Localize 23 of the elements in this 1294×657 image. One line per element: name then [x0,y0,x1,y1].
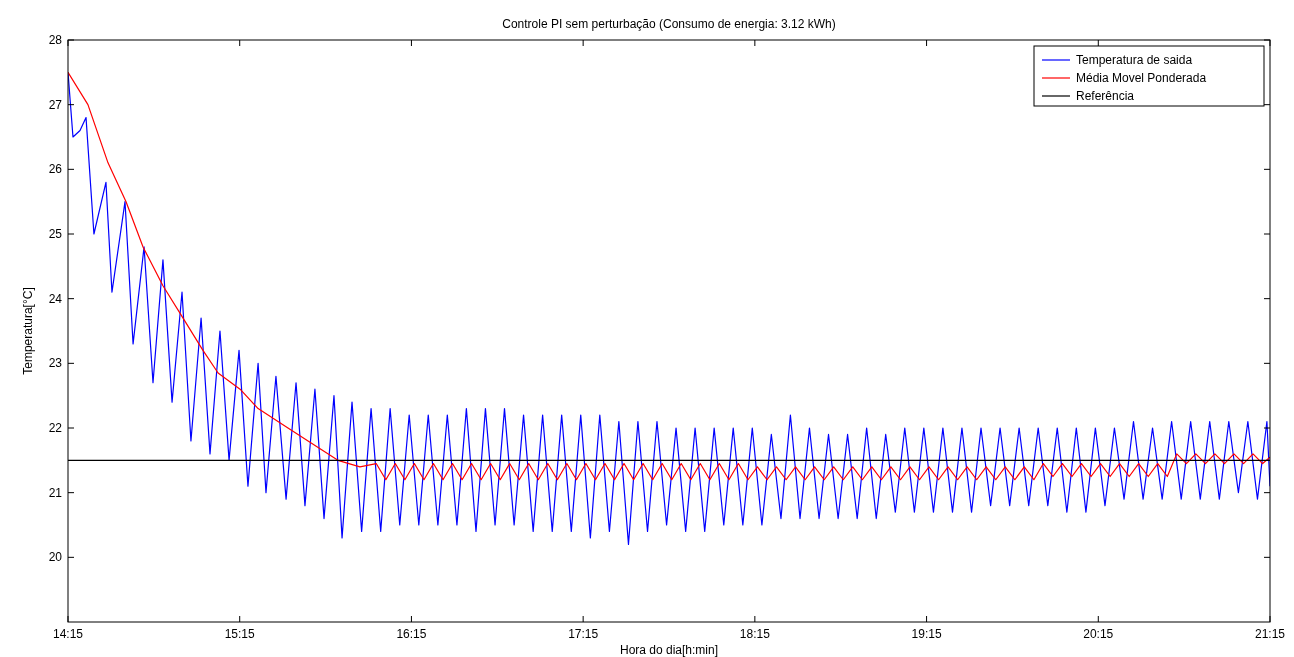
y-tick-label: 23 [48,356,63,371]
y-tick-label: 27 [48,97,63,112]
chart-title: Controle PI sem perturbação (Consumo de energia: 3.12 kWh) [502,17,836,31]
y-tick-label: 26 [48,162,63,177]
x-tick-label: 18:15 [739,627,771,641]
legend-label: Temperatura de saida [1076,53,1193,67]
y-tick-label: 20 [48,550,63,565]
x-tick-label: 20:15 [1083,627,1114,641]
x-axis-title: Hora do dia[h:min] [619,643,719,657]
legend-label: Referência [1076,89,1135,103]
y-tick-label: 28 [48,33,63,47]
x-tick-label: 21:15 [1254,627,1286,641]
y-tick-label: 24 [48,291,63,306]
legend-label: Média Movel Ponderada [1076,71,1207,85]
x-tick-label: 19:15 [911,627,942,641]
x-tick-label: 15:15 [224,627,256,641]
y-tick-label: 21 [48,485,63,500]
x-tick-label: 16:15 [396,627,427,641]
x-tick-label: 17:15 [568,627,599,641]
y-axis-title: Temperatura[°C] [21,287,35,375]
y-tick-label: 22 [48,421,63,435]
y-tick-label: 25 [48,227,63,241]
x-tick-label: 14:15 [52,627,84,641]
